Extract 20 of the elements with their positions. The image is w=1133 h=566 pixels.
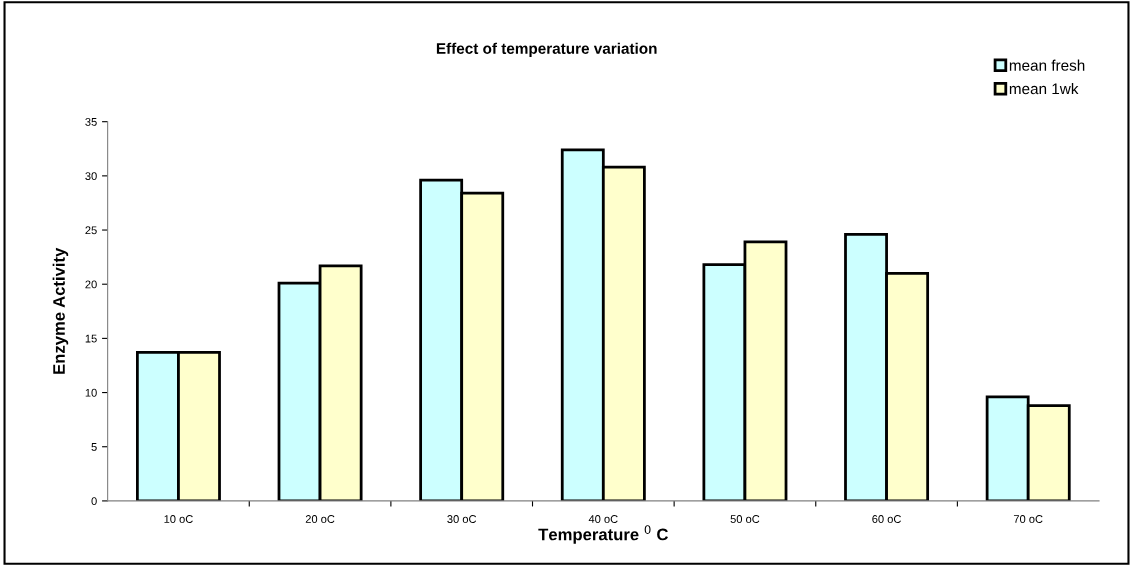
legend-label: mean fresh xyxy=(1009,59,1085,71)
y-tick-label: 35 xyxy=(85,117,97,126)
y-tick-label: 20 xyxy=(85,280,97,289)
legend-label: mean 1wk xyxy=(1009,83,1079,95)
y-axis-title: Enzyme Activity xyxy=(52,247,69,374)
y-tick-label: 10 xyxy=(85,388,97,397)
x-tick-label: 10 oC xyxy=(164,515,193,523)
x-tick-label: 70 oC xyxy=(1013,515,1043,523)
y-tick-label: 25 xyxy=(85,226,97,235)
y-tick-label: 5 xyxy=(91,443,97,451)
y-tick-label: 0 xyxy=(91,497,97,506)
x-axis-title: Temperature $^{0}$ C xyxy=(538,525,668,544)
x-tick-label: 60 oC xyxy=(872,515,901,523)
x-tick-label: 40 oC xyxy=(588,515,618,523)
x-tick-label: 30 oC xyxy=(447,515,477,523)
chart-title: Effect of temperature variation xyxy=(436,42,657,57)
y-tick-label: 30 xyxy=(85,172,97,180)
y-tick-label: 15 xyxy=(85,334,97,343)
x-tick-label: 20 oC xyxy=(305,515,335,523)
x-tick-label: 50 oC xyxy=(730,515,760,523)
